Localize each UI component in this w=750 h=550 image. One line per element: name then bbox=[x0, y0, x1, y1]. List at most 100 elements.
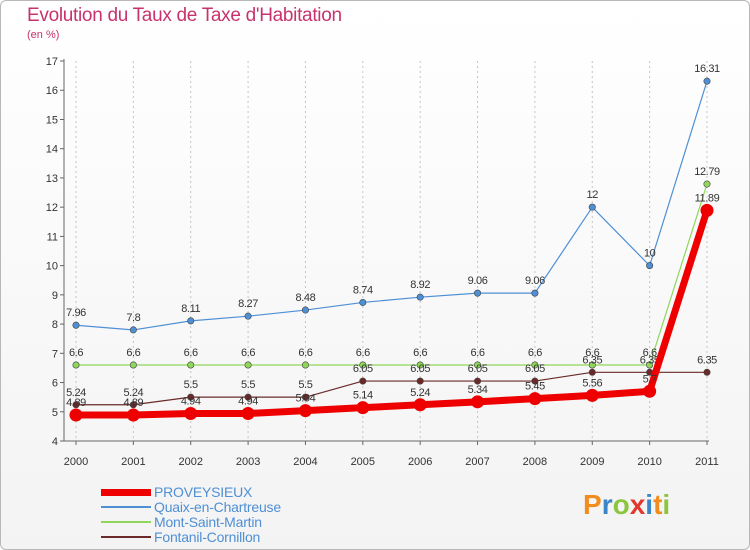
series-line bbox=[76, 209, 711, 419]
data-point bbox=[187, 361, 195, 369]
data-label: 5.7 bbox=[643, 373, 657, 385]
data-label: 6.6 bbox=[528, 347, 542, 359]
data-label: 5.34 bbox=[468, 384, 488, 396]
data-point bbox=[646, 262, 654, 270]
y-tick-label: 13 bbox=[46, 173, 58, 185]
data-label: 4.89 bbox=[123, 397, 143, 409]
x-tick-label: 2006 bbox=[408, 456, 432, 468]
data-label: 9.06 bbox=[468, 275, 488, 287]
y-tick-label: 14 bbox=[46, 144, 58, 156]
data-label: 11.89 bbox=[695, 192, 720, 204]
series-line bbox=[75, 80, 708, 331]
y-tick-label: 5 bbox=[52, 407, 58, 419]
logo-letter: i bbox=[645, 489, 654, 520]
data-point bbox=[241, 407, 255, 421]
data-label: 12 bbox=[587, 189, 599, 201]
data-point bbox=[588, 203, 596, 211]
data-point bbox=[244, 312, 252, 320]
data-point bbox=[646, 361, 654, 369]
data-label: 8.27 bbox=[238, 298, 258, 310]
legend-label: PROVEYSIEUX bbox=[154, 484, 253, 500]
data-label: 6.6 bbox=[643, 347, 657, 359]
data-point bbox=[69, 408, 83, 422]
data-point bbox=[184, 407, 198, 421]
data-point bbox=[129, 326, 137, 334]
x-tick-label: 2001 bbox=[121, 456, 145, 468]
data-point bbox=[643, 384, 657, 398]
data-point bbox=[531, 377, 539, 385]
data-label: 5.04 bbox=[296, 393, 316, 405]
y-tick-label: 17 bbox=[46, 56, 58, 68]
y-tick-label: 11 bbox=[47, 231, 58, 243]
data-point bbox=[72, 321, 80, 329]
data-point bbox=[588, 361, 596, 369]
data-label: 8.74 bbox=[353, 284, 373, 296]
data-label: 6.05 bbox=[410, 363, 430, 375]
data-point bbox=[703, 77, 711, 85]
data-label: 7.8 bbox=[126, 312, 140, 324]
data-label: 5.5 bbox=[241, 379, 255, 391]
y-tick-label: 8 bbox=[52, 319, 58, 331]
legend-swatch bbox=[101, 536, 151, 538]
y-tick-label: 15 bbox=[46, 114, 58, 126]
data-point bbox=[126, 408, 140, 422]
logo-letter: r bbox=[601, 489, 613, 520]
data-point bbox=[416, 377, 424, 385]
data-label: 5.5 bbox=[298, 379, 312, 391]
x-tick-label: 2007 bbox=[465, 456, 489, 468]
data-label: 5.45 bbox=[525, 381, 545, 393]
chart-subtitle: (en %) bbox=[27, 29, 60, 41]
data-label: 6.6 bbox=[470, 347, 484, 359]
x-tick-label: 2011 bbox=[695, 456, 719, 468]
y-tick-label: 10 bbox=[46, 261, 58, 273]
data-label: 10 bbox=[644, 248, 656, 260]
data-label: 8.48 bbox=[296, 292, 316, 304]
data-point bbox=[588, 368, 596, 376]
x-tick-label: 2000 bbox=[64, 456, 88, 468]
data-label: 6.05 bbox=[468, 363, 488, 375]
x-tick-label: 2005 bbox=[351, 456, 375, 468]
data-label: 6.05 bbox=[353, 363, 373, 375]
series-line bbox=[76, 371, 707, 406]
data-point bbox=[72, 401, 80, 409]
data-label: 5.24 bbox=[123, 387, 143, 399]
data-point bbox=[129, 361, 137, 369]
x-tick-label: 2008 bbox=[523, 456, 547, 468]
data-label: 5.24 bbox=[66, 387, 86, 399]
y-tick-label: 16 bbox=[46, 85, 58, 97]
y-tick-label: 6 bbox=[52, 378, 58, 390]
data-point bbox=[298, 404, 312, 418]
data-point bbox=[585, 388, 599, 402]
data-point bbox=[703, 180, 711, 188]
data-point bbox=[301, 361, 309, 369]
logo-letter: i bbox=[662, 489, 671, 520]
data-point bbox=[474, 289, 482, 297]
chart-title: Evolution du Taux de Taxe d'Habitation bbox=[27, 5, 342, 26]
x-tick-label: 2003 bbox=[236, 456, 260, 468]
data-label: 6.6 bbox=[585, 347, 599, 359]
data-label: 4.89 bbox=[66, 397, 86, 409]
data-point bbox=[531, 361, 539, 369]
data-point bbox=[129, 401, 137, 409]
data-point bbox=[703, 368, 711, 376]
data-label: 8.11 bbox=[181, 303, 200, 315]
legend-label: Quaix-en-Chartreuse bbox=[154, 499, 281, 515]
data-point bbox=[301, 393, 309, 401]
data-label: 6.35 bbox=[582, 354, 602, 366]
data-label: 6.6 bbox=[126, 347, 140, 359]
data-label: 4.94 bbox=[238, 396, 258, 408]
data-point bbox=[301, 306, 309, 314]
data-label: 12.79 bbox=[694, 166, 720, 178]
data-label: 7.96 bbox=[66, 307, 86, 319]
data-point bbox=[359, 298, 367, 306]
data-point bbox=[72, 361, 80, 369]
data-label: 5.24 bbox=[410, 387, 430, 399]
data-point bbox=[244, 393, 252, 401]
data-point bbox=[471, 395, 485, 409]
y-tick-label: 4 bbox=[52, 436, 58, 448]
data-point bbox=[187, 393, 195, 401]
legend-swatch bbox=[101, 521, 151, 523]
data-point bbox=[416, 361, 424, 369]
data-point bbox=[187, 317, 195, 325]
